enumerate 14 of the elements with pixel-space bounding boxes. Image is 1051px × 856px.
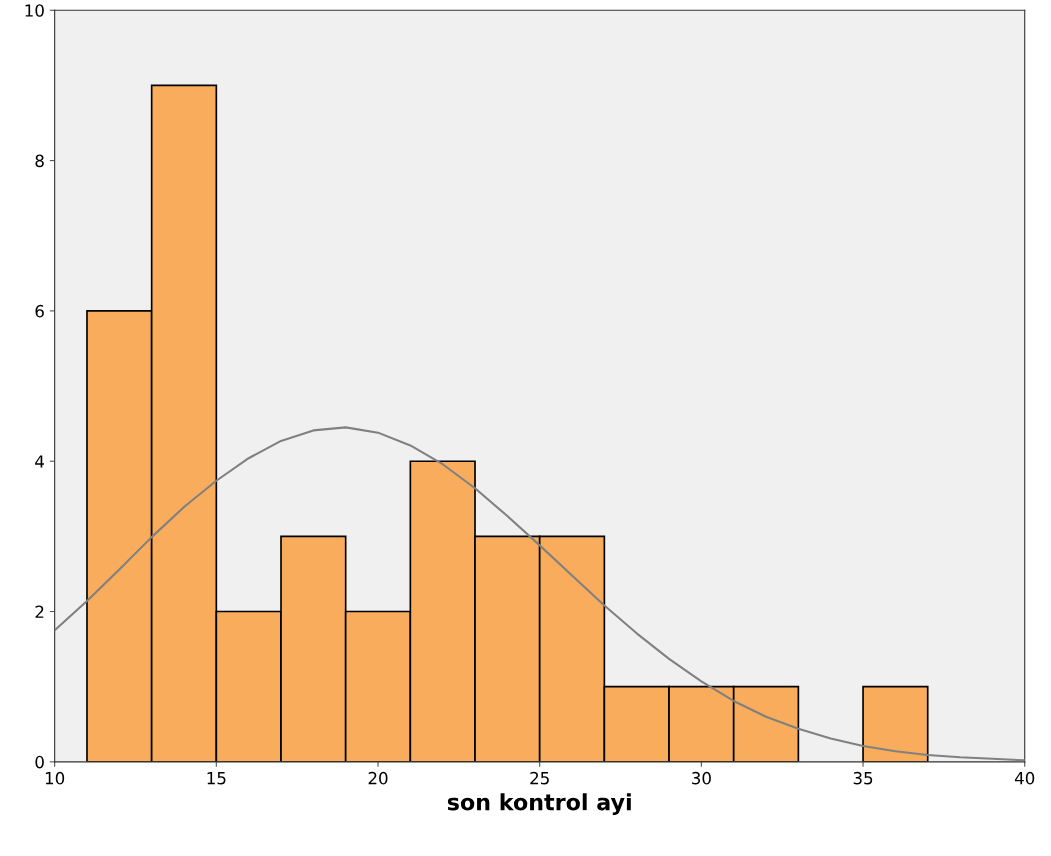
x-tick-label: 10: [45, 771, 65, 785]
y-tick-label: 6: [35, 304, 44, 318]
x-tick-label: 40: [1014, 771, 1035, 785]
y-tick-label: 4: [35, 455, 44, 468]
y-tick-label: 10: [25, 4, 44, 17]
x-tick-label: 15: [207, 772, 226, 785]
x-tick-label: 25: [530, 771, 549, 785]
x-tick-label: 30: [692, 771, 711, 785]
x-tick-label: 35: [853, 771, 873, 785]
y-tick-label: 0: [35, 755, 44, 769]
x-axis-title: son kontrol ayi: [447, 793, 631, 815]
x-tick-label: 20: [368, 771, 388, 785]
y-tick-label: 8: [35, 154, 44, 168]
y-tick-label: 2: [35, 605, 44, 618]
